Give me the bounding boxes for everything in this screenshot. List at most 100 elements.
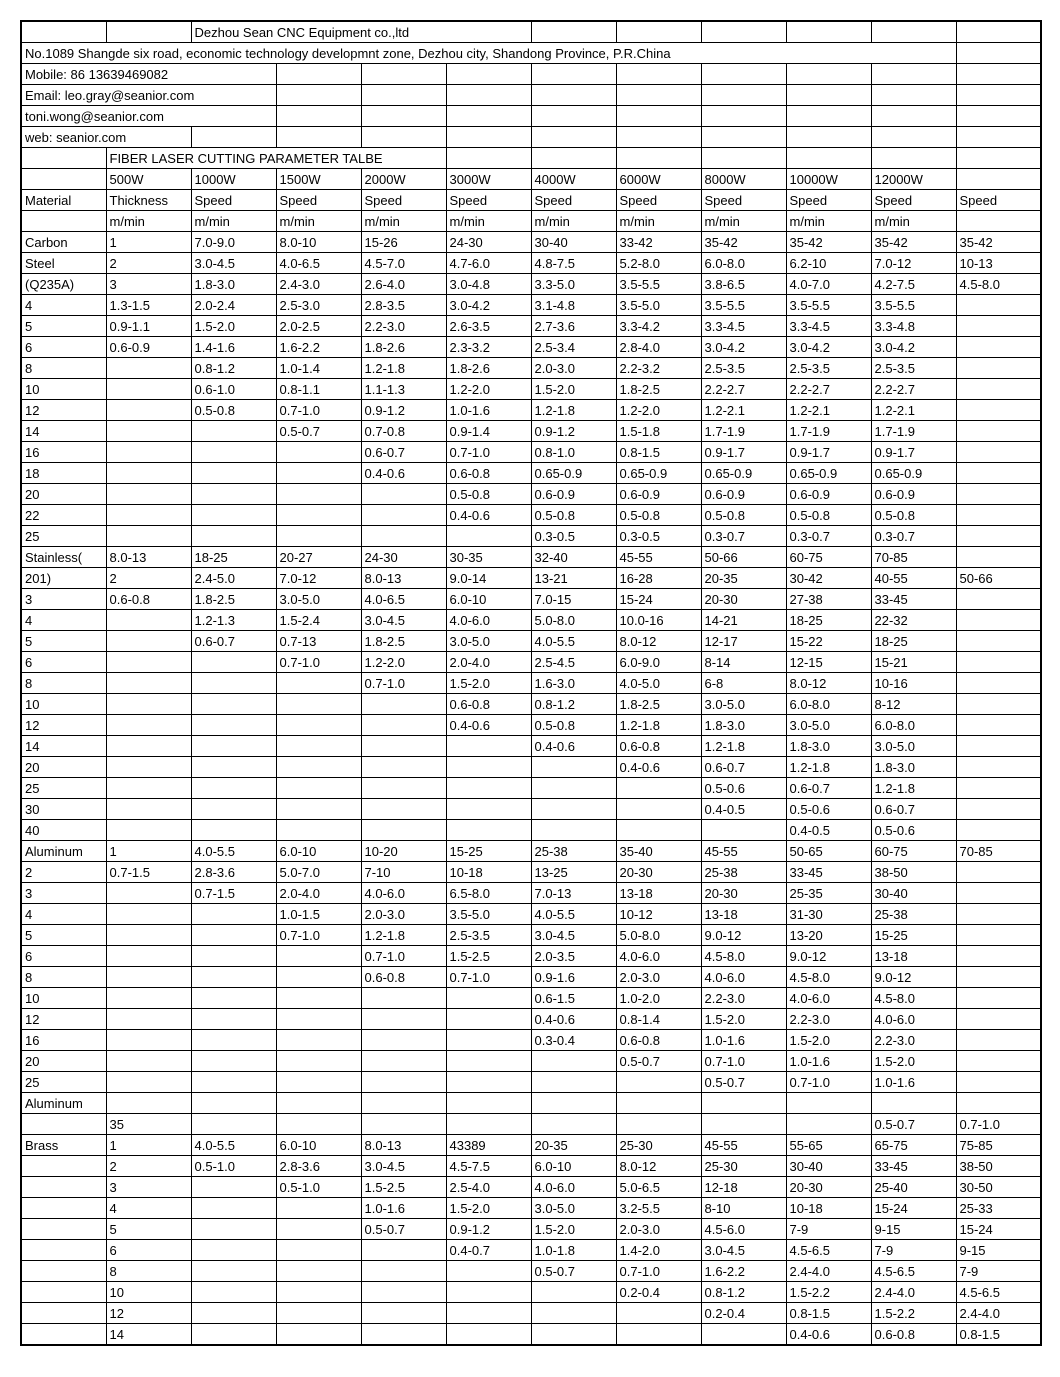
cell-21-7: 4.0-5.0: [616, 673, 701, 694]
cell-21-8: 6-8: [701, 673, 786, 694]
table-row: 250.5-0.70.7-1.01.0-1.6: [21, 1072, 1041, 1093]
cell-8-5: 1.0-1.6: [446, 400, 531, 421]
cell-14-11: [956, 526, 1041, 547]
unit-3: m/min: [276, 211, 361, 232]
table-row: 41.3-1.52.0-2.42.5-3.02.8-3.53.0-4.23.1-…: [21, 295, 1041, 316]
cell-32-0: 4: [21, 904, 106, 925]
cell-38-5: [446, 1030, 531, 1051]
cell-41-1: [106, 1093, 191, 1114]
header-11: Speed: [956, 190, 1041, 211]
cell-40-8: 0.5-0.7: [701, 1072, 786, 1093]
table-row: 80.8-1.21.0-1.41.2-1.81.8-2.62.0-3.02.2-…: [21, 358, 1041, 379]
cell-2-1: 3: [106, 274, 191, 295]
cell-0-1: 1: [106, 232, 191, 253]
cell-21-4: 0.7-1.0: [361, 673, 446, 694]
cell-50-5: [446, 1282, 531, 1303]
cell-31-5: 6.5-8.0: [446, 883, 531, 904]
cell-45-7: 5.0-6.5: [616, 1177, 701, 1198]
cell-12-11: [956, 484, 1041, 505]
cell-47-2: [191, 1219, 276, 1240]
cell-9-8: 1.7-1.9: [701, 421, 786, 442]
cell-6-3: 1.0-1.4: [276, 358, 361, 379]
cell-22-2: [191, 694, 276, 715]
table-row: 200.4-0.60.6-0.71.2-1.81.8-3.0: [21, 757, 1041, 778]
cell-0-0: Carbon: [21, 232, 106, 253]
cell-43-9: 55-65: [786, 1135, 871, 1156]
cell-15-2: 18-25: [191, 547, 276, 568]
cell-24-3: [276, 736, 361, 757]
cell-20-0: 6: [21, 652, 106, 673]
cell-33-5: 2.5-3.5: [446, 925, 531, 946]
cell-52-5: [446, 1324, 531, 1346]
cell-12-0: 20: [21, 484, 106, 505]
table-row: 120.4-0.60.5-0.81.2-1.81.8-3.03.0-5.06.0…: [21, 715, 1041, 736]
cell-46-4: 1.0-1.6: [361, 1198, 446, 1219]
cell-38-2: [191, 1030, 276, 1051]
cell-27-5: [446, 799, 531, 820]
cell-26-1: [106, 778, 191, 799]
cell-42-2: [191, 1114, 276, 1135]
cell-36-0: 10: [21, 988, 106, 1009]
cell-39-1: [106, 1051, 191, 1072]
cell-24-6: 0.4-0.6: [531, 736, 616, 757]
cell-49-3: [276, 1261, 361, 1282]
cell-16-11: 50-66: [956, 568, 1041, 589]
cell-18-9: 18-25: [786, 610, 871, 631]
cell-3-8: 3.5-5.5: [701, 295, 786, 316]
table-row: 300.4-0.50.5-0.60.6-0.7: [21, 799, 1041, 820]
cell-9-2: [191, 421, 276, 442]
cell-11-10: 0.65-0.9: [871, 463, 956, 484]
cell-51-8: 0.2-0.4: [701, 1303, 786, 1324]
cell-37-8: 1.5-2.0: [701, 1009, 786, 1030]
cell-51-11: 2.4-4.0: [956, 1303, 1041, 1324]
cell-35-6: 0.9-1.6: [531, 967, 616, 988]
cell-5-9: 3.0-4.2: [786, 337, 871, 358]
cell-25-0: 20: [21, 757, 106, 778]
cell-22-8: 3.0-5.0: [701, 694, 786, 715]
cell-17-10: 33-45: [871, 589, 956, 610]
header-4: Speed: [361, 190, 446, 211]
unit-6: m/min: [531, 211, 616, 232]
cell-2-3: 2.4-3.0: [276, 274, 361, 295]
cell-48-10: 7-9: [871, 1240, 956, 1261]
cell-29-8: 45-55: [701, 841, 786, 862]
cell-11-9: 0.65-0.9: [786, 463, 871, 484]
cell-5-6: 2.5-3.4: [531, 337, 616, 358]
power-col-7: 8000W: [701, 169, 786, 190]
table-row: 250.5-0.60.6-0.71.2-1.8: [21, 778, 1041, 799]
cell-5-8: 3.0-4.2: [701, 337, 786, 358]
cell-36-11: [956, 988, 1041, 1009]
cell-42-3: [276, 1114, 361, 1135]
cell-7-4: 1.1-1.3: [361, 379, 446, 400]
cell-22-3: [276, 694, 361, 715]
cell-35-1: [106, 967, 191, 988]
cell-49-8: 1.6-2.2: [701, 1261, 786, 1282]
cell-27-9: 0.5-0.6: [786, 799, 871, 820]
cell-43-4: 8.0-13: [361, 1135, 446, 1156]
cell-23-8: 1.8-3.0: [701, 715, 786, 736]
cell-51-1: 12: [106, 1303, 191, 1324]
table-row: 120.4-0.60.8-1.41.5-2.02.2-3.04.0-6.0: [21, 1009, 1041, 1030]
cell-45-8: 12-18: [701, 1177, 786, 1198]
cell-13-6: 0.5-0.8: [531, 505, 616, 526]
cell-23-6: 0.5-0.8: [531, 715, 616, 736]
cell-9-0: 14: [21, 421, 106, 442]
cell-37-6: 0.4-0.6: [531, 1009, 616, 1030]
cell-15-4: 24-30: [361, 547, 446, 568]
cell-7-6: 1.5-2.0: [531, 379, 616, 400]
cell-32-11: [956, 904, 1041, 925]
cell-16-9: 30-42: [786, 568, 871, 589]
power-col-4: 3000W: [446, 169, 531, 190]
cell-30-3: 5.0-7.0: [276, 862, 361, 883]
cell-18-11: [956, 610, 1041, 631]
cell-33-11: [956, 925, 1041, 946]
cell-40-6: [531, 1072, 616, 1093]
cell-7-7: 1.8-2.5: [616, 379, 701, 400]
cell-49-9: 2.4-4.0: [786, 1261, 871, 1282]
cell-39-5: [446, 1051, 531, 1072]
cell-36-10: 4.5-8.0: [871, 988, 956, 1009]
cell-24-1: [106, 736, 191, 757]
email-2: toni.wong@seanior.com: [21, 106, 276, 127]
cell-18-1: [106, 610, 191, 631]
cell-10-1: [106, 442, 191, 463]
